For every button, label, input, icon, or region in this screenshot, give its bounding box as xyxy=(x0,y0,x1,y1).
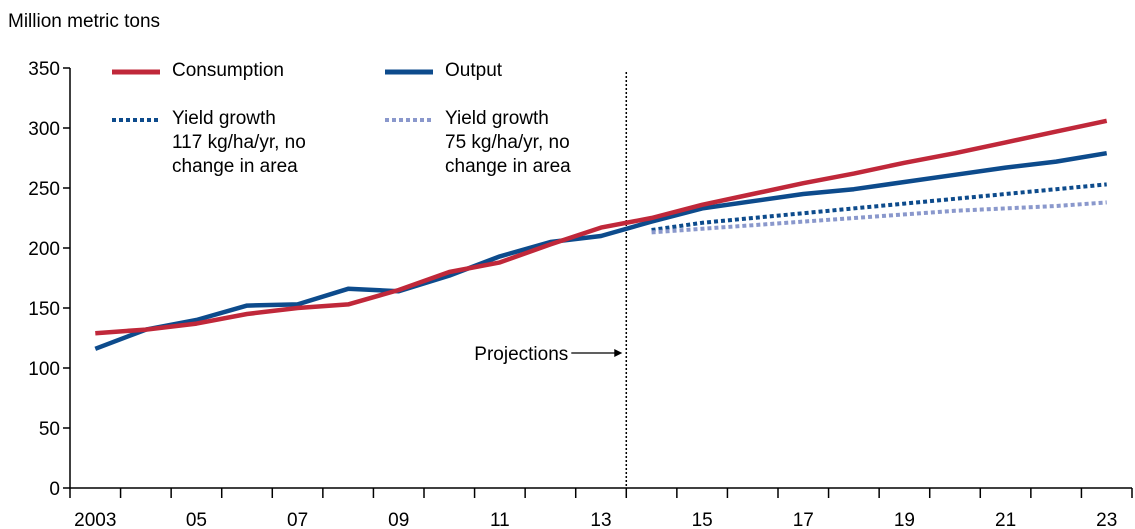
x-tick-label: 05 xyxy=(186,510,207,529)
x-tick-label: 23 xyxy=(1096,510,1117,529)
legend-label: Yield growth 117 kg/ha/yr, no change in … xyxy=(172,108,306,177)
x-tick-label: 2003 xyxy=(74,510,116,529)
y-tick-label: 300 xyxy=(28,119,60,140)
x-tick-label: 15 xyxy=(692,510,713,529)
series-line xyxy=(651,182,1107,232)
x-tick-label: 07 xyxy=(287,510,308,529)
x-tick-label: 09 xyxy=(388,510,409,529)
x-tick-label: 21 xyxy=(995,510,1016,529)
series-line xyxy=(651,200,1107,235)
y-tick-label: 200 xyxy=(28,239,60,260)
y-tick-label: 100 xyxy=(28,359,60,380)
y-axis-label: Million metric tons xyxy=(8,11,160,32)
x-tick-label: 19 xyxy=(894,510,915,529)
series-line xyxy=(95,118,1108,336)
legend-label: Yield growth 75 kg/ha/yr, no change in a… xyxy=(445,108,571,177)
y-tick-label: 350 xyxy=(28,59,60,80)
y-tick-label: 0 xyxy=(49,479,60,500)
y-tick-label: 250 xyxy=(28,179,60,200)
legend-label: Output xyxy=(445,60,503,81)
annotation: Projections xyxy=(474,344,568,365)
x-tick-label: 13 xyxy=(590,510,611,529)
x-tick-label: 17 xyxy=(793,510,814,529)
series-line xyxy=(94,150,1108,351)
y-tick-label: 50 xyxy=(39,419,60,440)
annotation-arrowhead xyxy=(614,349,623,357)
x-tick-label: 11 xyxy=(490,510,510,529)
y-tick-label: 150 xyxy=(28,299,60,320)
legend-label: Consumption xyxy=(172,60,284,81)
